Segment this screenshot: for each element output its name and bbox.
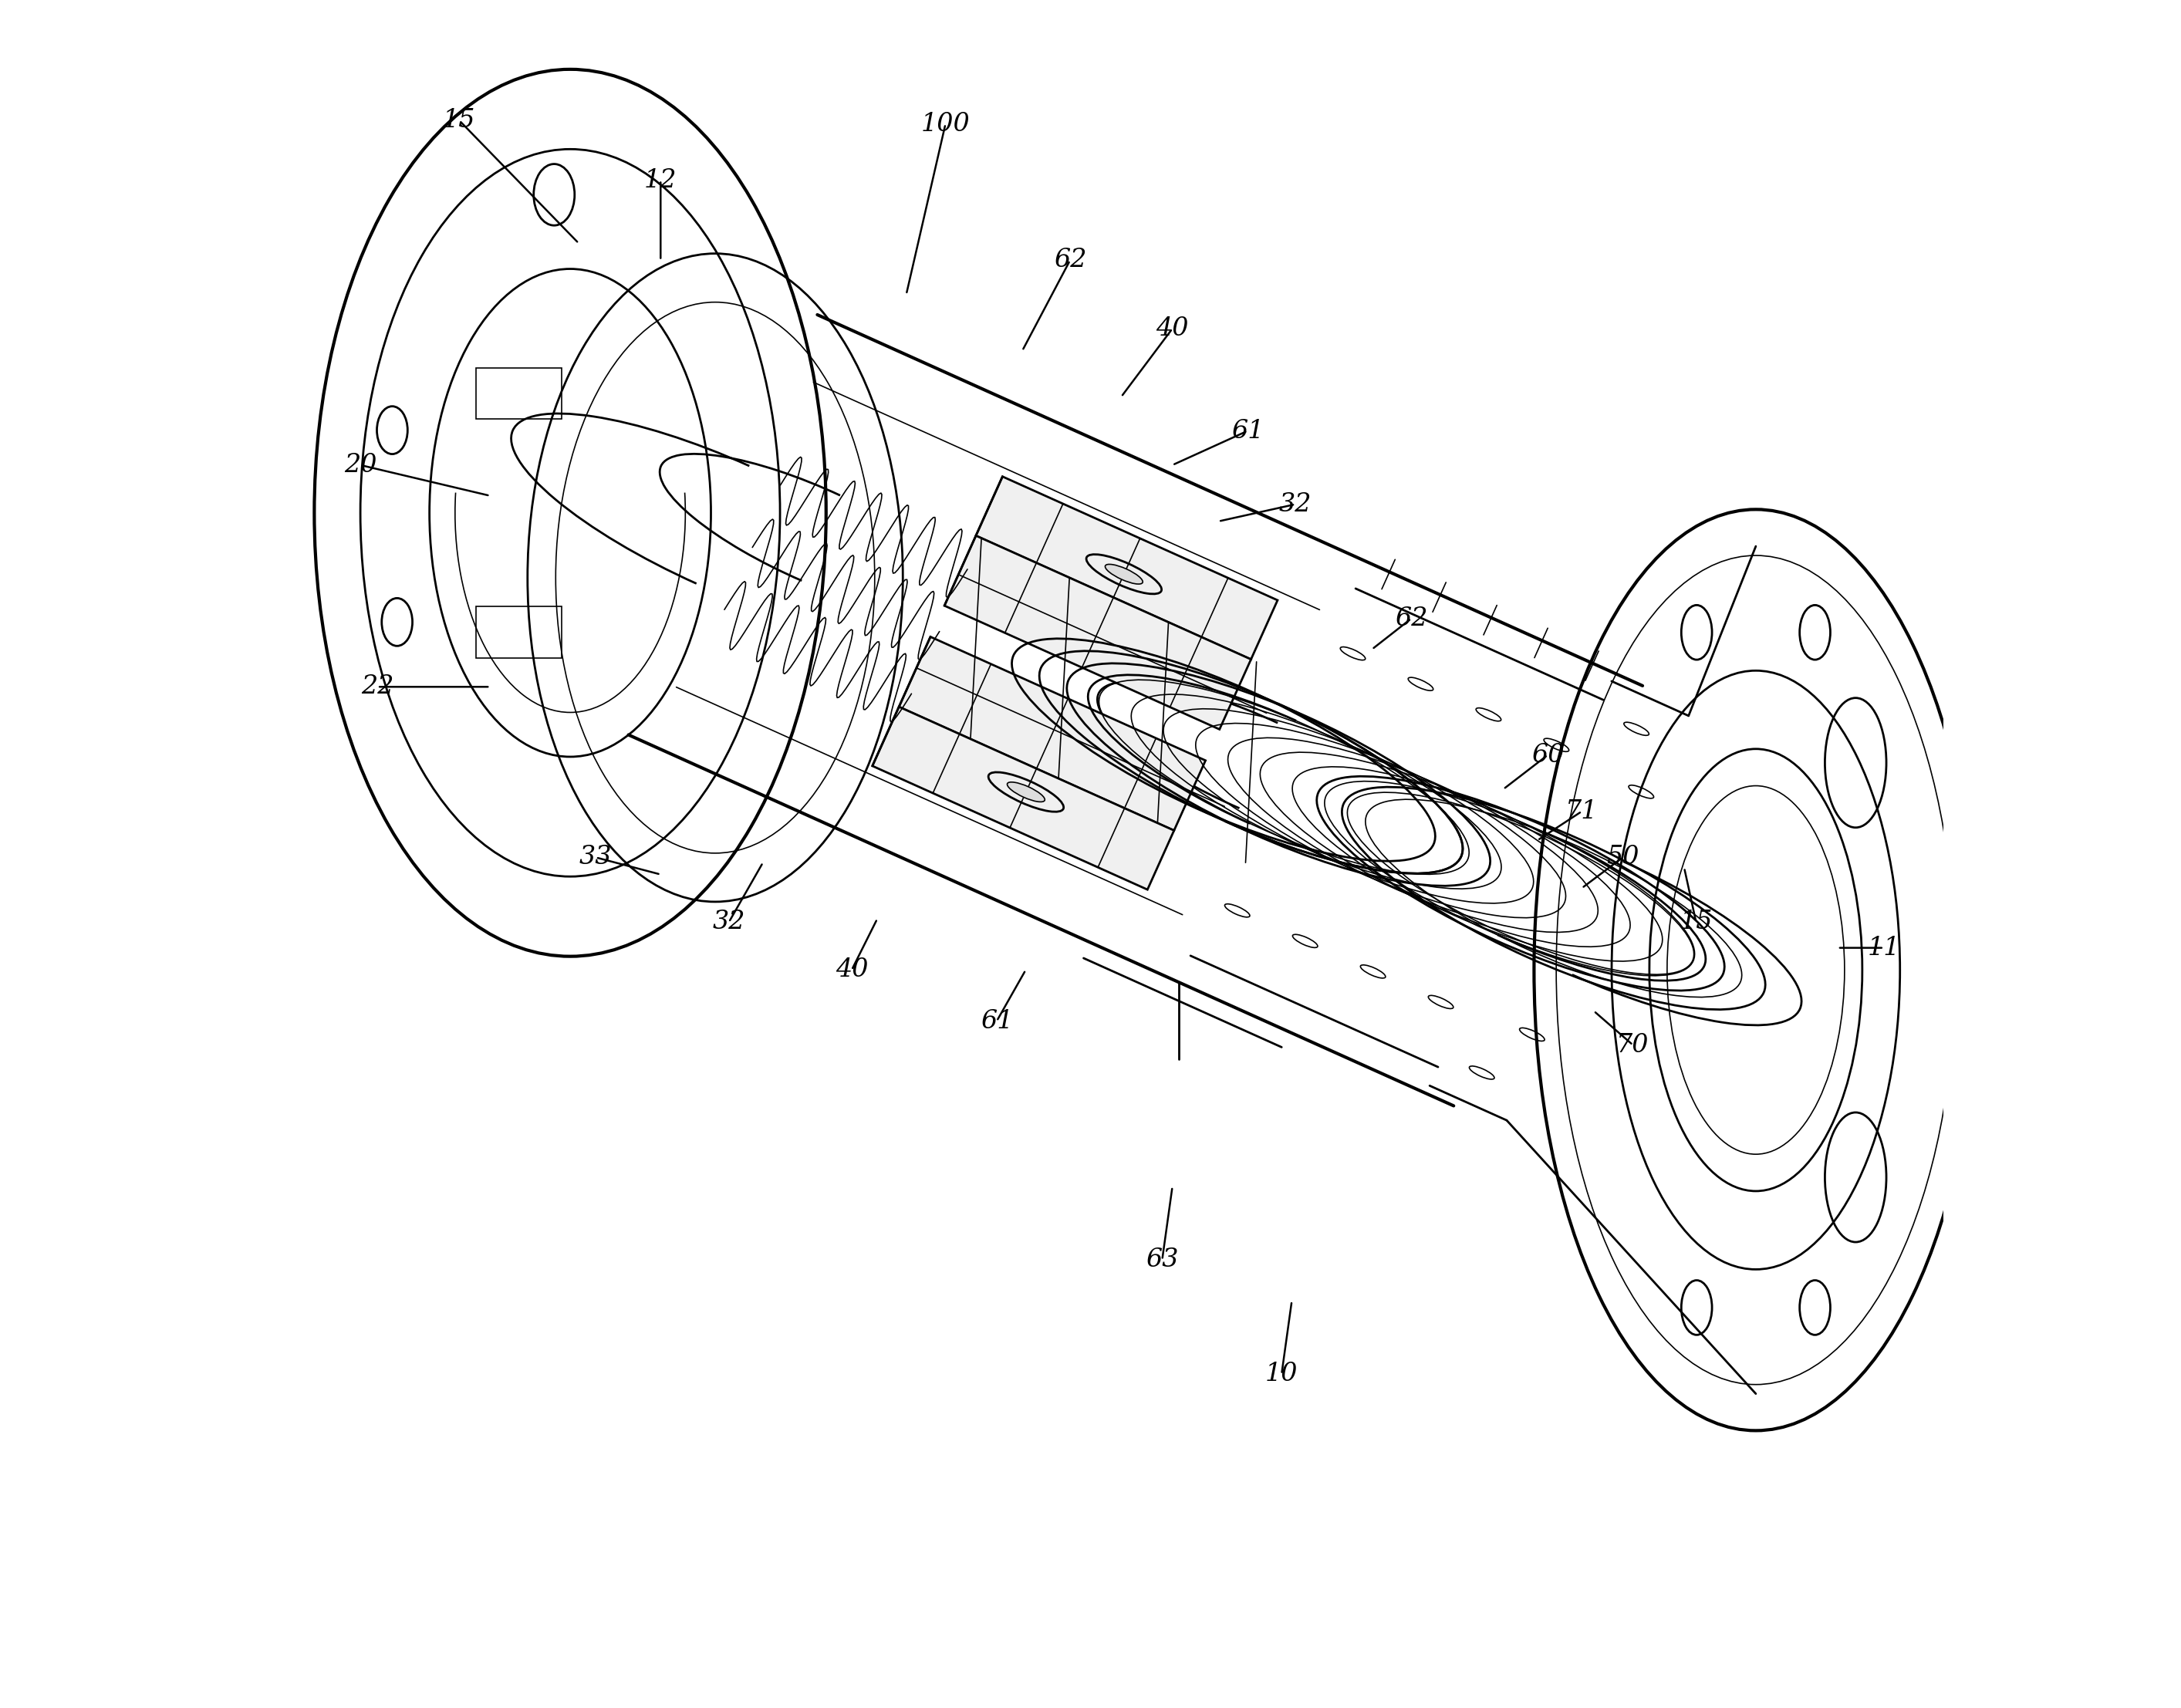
Text: 50: 50 [1607,845,1640,869]
Text: 22: 22 [362,675,395,699]
Text: 62: 62 [1396,606,1429,630]
Text: 40: 40 [1156,316,1189,342]
Ellipse shape [1008,782,1045,801]
Text: 33: 33 [580,845,613,869]
Text: 15: 15 [443,108,475,133]
Text: 61: 61 [1230,418,1263,444]
Text: 63: 63 [1145,1247,1178,1272]
Text: 71: 71 [1566,799,1599,823]
Text: 61: 61 [979,1009,1012,1033]
Text: 62: 62 [1053,248,1086,273]
Ellipse shape [1106,564,1143,584]
Text: 70: 70 [1616,1033,1649,1057]
Text: 100: 100 [920,111,971,137]
Text: 15: 15 [1679,910,1712,934]
Text: 40: 40 [835,958,868,982]
Polygon shape [975,477,1278,659]
Polygon shape [872,707,1173,890]
Text: 11: 11 [1867,936,1900,960]
Text: 60: 60 [1531,743,1564,767]
Text: 12: 12 [643,167,676,193]
Text: 20: 20 [345,453,377,478]
Text: 10: 10 [1265,1361,1298,1387]
Polygon shape [899,637,1206,830]
Text: 32: 32 [1278,492,1311,516]
Text: 32: 32 [713,910,746,934]
Polygon shape [944,536,1252,729]
